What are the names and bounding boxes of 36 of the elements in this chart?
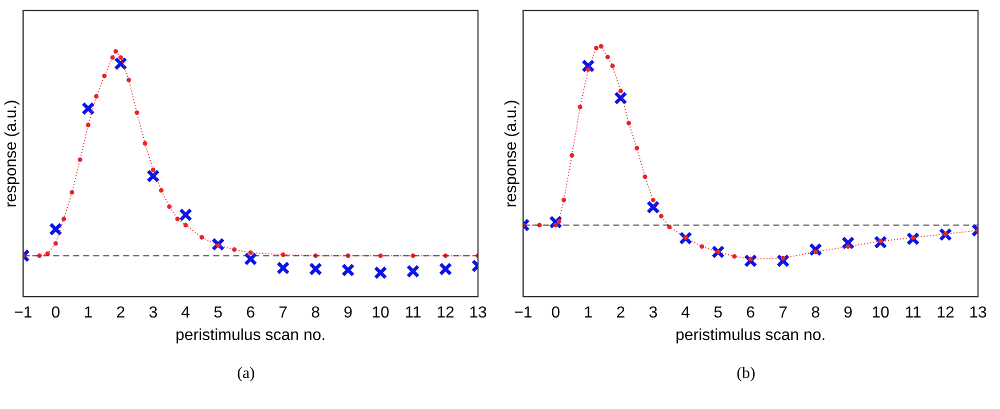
x-tick-label: 0 [551, 304, 560, 322]
x-tick-label: 13 [469, 304, 487, 322]
x-tick-label: 11 [904, 304, 922, 322]
x-axis-title: peristimulus scan no. [675, 326, 826, 344]
y-axis-title: response (a.u.) [3, 100, 20, 208]
x-tick-label: 1 [84, 304, 93, 322]
x-tick-label: 8 [811, 304, 820, 322]
x-tick-label: 10 [872, 304, 890, 322]
x-tick-label: 7 [278, 304, 288, 322]
x-tick-label: 4 [681, 304, 690, 322]
x-tick-label: 10 [372, 304, 390, 322]
x-tick-label: 1 [584, 304, 593, 322]
x-tick-label: 8 [311, 304, 320, 322]
x-tick-label: −1 [14, 304, 32, 322]
x-tick-label: 4 [181, 304, 190, 322]
x-tick-label: 0 [51, 304, 60, 322]
text: (b) [736, 365, 756, 383]
x-tick-label: 11 [404, 304, 422, 322]
x-tick-label: 12 [436, 304, 455, 322]
x-tick-label: 5 [714, 304, 723, 322]
x-tick-label: 2 [116, 304, 126, 322]
x-tick-label: 5 [214, 304, 223, 322]
x-tick-label: 7 [778, 304, 788, 322]
text: (a) [236, 365, 256, 383]
y-axis-title: response (a.u.) [503, 100, 520, 208]
x-tick-label: 6 [746, 304, 756, 322]
x-tick-label: 13 [969, 304, 987, 322]
x-tick-label: 2 [616, 304, 626, 322]
x-tick-label: −1 [514, 304, 532, 322]
x-tick-label: 3 [148, 304, 158, 322]
x-tick-label: 9 [344, 304, 353, 322]
x-axis-title: peristimulus scan no. [175, 326, 326, 344]
x-tick-label: 12 [936, 304, 955, 322]
x-tick-label: 3 [648, 304, 658, 322]
x-tick-label: 6 [246, 304, 256, 322]
x-tick-label: 9 [844, 304, 853, 322]
